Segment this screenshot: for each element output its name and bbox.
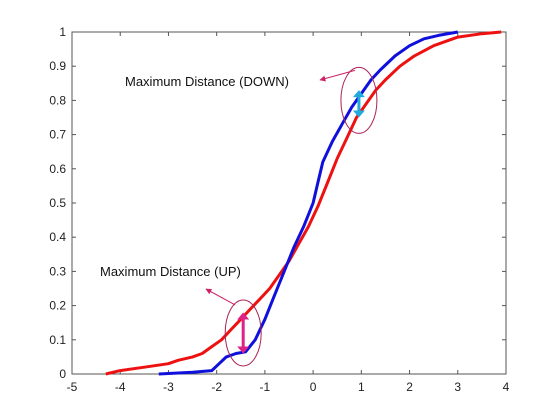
plot-area (71, 31, 507, 375)
difference-arrow-head-bottom (352, 110, 365, 118)
annotation-label-up: Maximum Distance (UP) (100, 264, 241, 279)
x-tick-label: 0 (310, 380, 317, 394)
x-tick-label: -3 (163, 380, 174, 394)
annotation-ellipse (340, 66, 378, 134)
annotation-pointer-arrow (205, 288, 236, 306)
y-tick-label: 0.8 (49, 93, 66, 107)
y-axis-ticks: 0 0.1 0.2 0.3 0.4 0.5 0.6 0.7 0.8 0.9 1 (49, 25, 506, 381)
annotation-pointer-arrow (319, 69, 356, 82)
y-tick-label: 0 (59, 367, 66, 381)
y-tick-label: 0.5 (49, 196, 66, 210)
series-layer (105, 30, 502, 376)
y-tick-label: 0.1 (49, 333, 66, 347)
y-tick-label: 0.6 (49, 162, 66, 176)
x-tick-label: -2 (211, 380, 222, 394)
series-line-1 (158, 30, 459, 376)
x-tick-label: 1 (358, 380, 365, 394)
x-tick-label: -5 (67, 380, 78, 394)
x-tick-label: 3 (454, 380, 461, 394)
y-tick-label: 0.7 (49, 128, 66, 142)
y-tick-label: 0.4 (49, 230, 66, 244)
y-tick-label: 0.9 (49, 59, 66, 73)
y-tick-label: 0.2 (49, 299, 66, 313)
y-tick-label: 0.3 (49, 264, 66, 278)
series-line-0 (105, 30, 502, 376)
x-tick-label: -1 (260, 380, 271, 394)
x-axis-ticks: -5 -4 -3 -2 -1 0 1 2 3 4 (67, 32, 510, 394)
x-tick-label: -4 (115, 380, 126, 394)
x-tick-label: 2 (406, 380, 413, 394)
annotation-layer: Maximum Distance (DOWN) Maximum Distance … (100, 66, 378, 367)
x-tick-label: 4 (503, 380, 510, 394)
annotation-label-down: Maximum Distance (DOWN) (125, 74, 289, 89)
difference-arrow-head-bottom (237, 346, 250, 354)
y-tick-label: 1 (59, 25, 66, 39)
difference-arrow-head-top (352, 90, 365, 98)
difference-arrow-head-top (237, 312, 250, 320)
annotation-ellipse (224, 299, 262, 367)
